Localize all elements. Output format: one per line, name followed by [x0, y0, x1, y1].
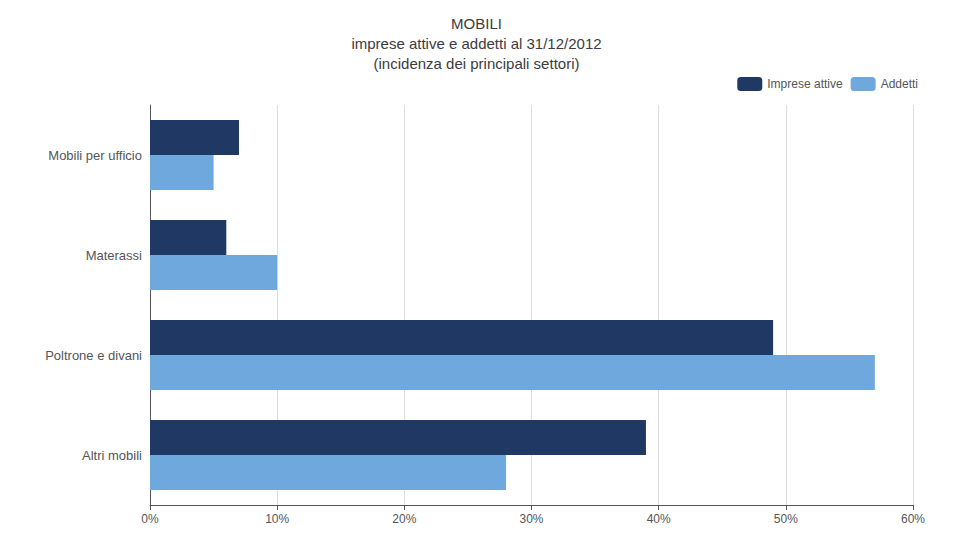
svg-text:Materassi: Materassi: [86, 248, 142, 263]
svg-text:Mobili per ufficio: Mobili per ufficio: [48, 148, 142, 163]
svg-text:imprese attive e addetti al 31: imprese attive e addetti al 31/12/2012: [351, 35, 601, 52]
svg-text:40%: 40%: [647, 512, 671, 526]
svg-text:Altri mobili: Altri mobili: [82, 448, 142, 463]
svg-text:30%: 30%: [519, 512, 543, 526]
svg-text:(incidenza dei principali sett: (incidenza dei principali settori): [374, 55, 580, 72]
svg-text:50%: 50%: [774, 512, 798, 526]
svg-text:MOBILI: MOBILI: [451, 15, 502, 32]
svg-text:20%: 20%: [392, 512, 416, 526]
svg-text:Addetti: Addetti: [881, 77, 918, 91]
svg-text:0%: 0%: [141, 512, 159, 526]
svg-text:10%: 10%: [265, 512, 289, 526]
svg-text:Poltrone e divani: Poltrone e divani: [45, 348, 142, 363]
svg-text:Imprese attive: Imprese attive: [767, 77, 843, 91]
svg-text:60%: 60%: [901, 512, 925, 526]
